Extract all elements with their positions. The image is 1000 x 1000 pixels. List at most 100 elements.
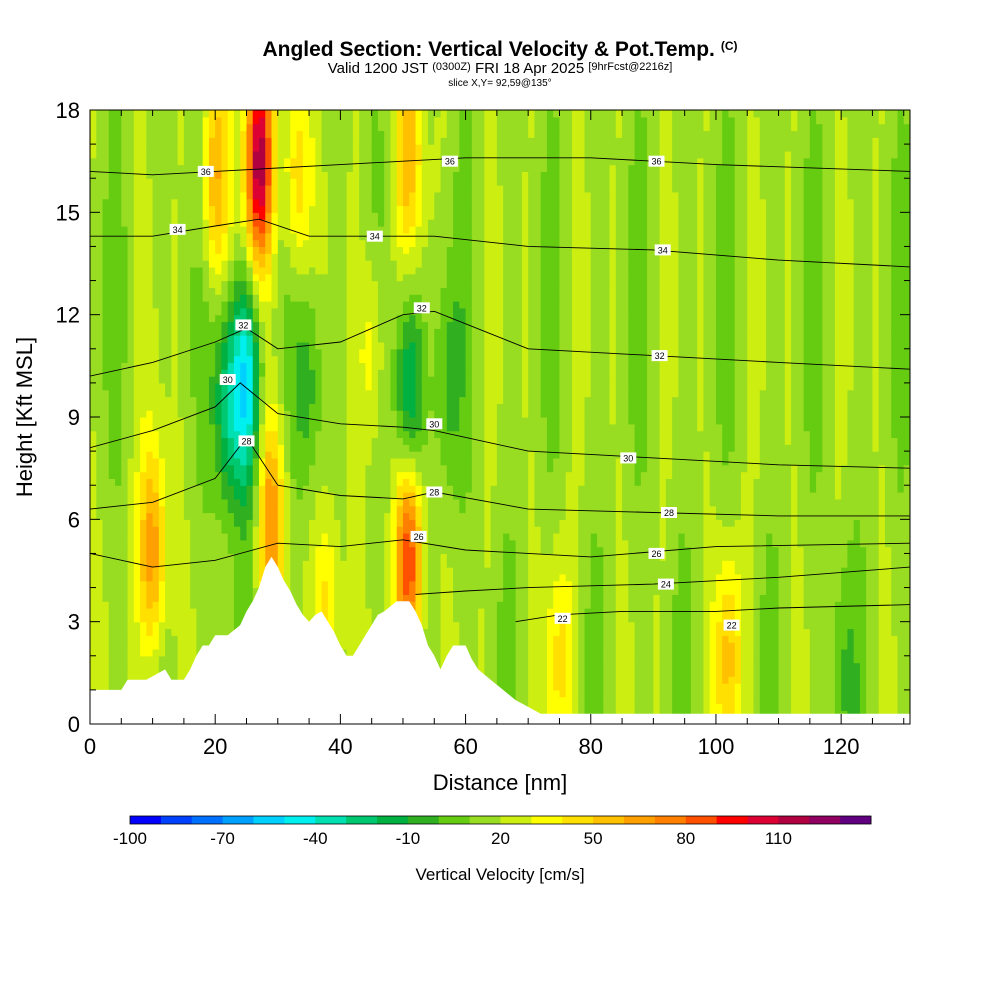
velocity-cell (277, 532, 285, 541)
velocity-cell (152, 628, 160, 636)
velocity-cell (121, 307, 129, 316)
velocity-cell (396, 539, 404, 548)
velocity-cell (202, 362, 210, 370)
velocity-cell (384, 239, 392, 248)
velocity-cell (177, 437, 185, 445)
velocity-cell (302, 294, 310, 302)
velocity-cell (346, 253, 354, 261)
velocity-cell (196, 601, 204, 609)
velocity-cell (309, 369, 316, 377)
velocity-cell (428, 594, 435, 602)
velocity-cell (327, 539, 335, 548)
velocity-cell (215, 110, 223, 118)
velocity-cell (140, 369, 147, 377)
velocity-cell (371, 594, 379, 602)
velocity-cell (202, 219, 210, 227)
velocity-cell (396, 505, 404, 514)
velocity-cell (140, 573, 147, 582)
velocity-cell (340, 123, 348, 132)
velocity-cell (183, 580, 191, 589)
velocity-cell (346, 498, 354, 507)
velocity-cell (96, 587, 104, 595)
velocity-cell (127, 164, 135, 172)
velocity-cell (171, 116, 179, 125)
velocity-cell (196, 150, 204, 159)
velocity-cell (102, 178, 110, 186)
velocity-cell (396, 171, 404, 179)
velocity-cell (152, 321, 160, 329)
velocity-cell (396, 164, 404, 172)
velocity-cell (146, 567, 154, 575)
velocity-cell (133, 648, 141, 657)
velocity-cell (208, 273, 216, 282)
velocity-cell (208, 532, 216, 541)
velocity-cell (315, 171, 323, 179)
velocity-cell (233, 608, 241, 616)
velocity-cell (421, 144, 429, 152)
velocity-cell (327, 451, 335, 459)
velocity-cell (183, 410, 191, 418)
velocity-cell (277, 123, 285, 132)
velocity-cell (146, 389, 154, 398)
velocity-cell (115, 451, 122, 459)
velocity-cell (415, 587, 423, 595)
velocity-cell (152, 573, 160, 582)
velocity-cell (415, 519, 423, 527)
velocity-cell (202, 273, 210, 282)
velocity-cell (240, 239, 248, 248)
velocity-cell (183, 301, 191, 309)
velocity-cell (396, 205, 404, 213)
velocity-cell (284, 314, 291, 323)
velocity-cell (165, 321, 172, 329)
velocity-cell (290, 430, 298, 439)
velocity-cell (177, 423, 185, 432)
velocity-cell (215, 116, 223, 125)
velocity-cell (365, 341, 373, 350)
velocity-cell (233, 123, 241, 132)
velocity-cell (428, 266, 435, 275)
velocity-cell (402, 287, 410, 295)
velocity-cell (190, 594, 198, 602)
velocity-cell (171, 444, 179, 452)
velocity-cell (327, 608, 335, 616)
velocity-cell (327, 225, 335, 234)
velocity-cell (202, 567, 210, 575)
velocity-cell (365, 423, 373, 432)
velocity-cell (327, 601, 335, 609)
velocity-cell (321, 219, 329, 227)
velocity-cell (340, 225, 348, 234)
velocity-cell (265, 328, 273, 336)
velocity-cell (221, 307, 229, 316)
velocity-cell (240, 601, 248, 609)
velocity-cell (202, 396, 210, 404)
velocity-cell (290, 116, 298, 125)
velocity-cell (246, 567, 254, 575)
velocity-cell (115, 471, 122, 479)
velocity-cell (377, 560, 385, 568)
velocity-cell (233, 116, 241, 125)
velocity-cell (302, 266, 310, 275)
velocity-cell (196, 608, 204, 616)
velocity-cell (359, 355, 367, 364)
velocity-cell (402, 560, 410, 568)
velocity-cell (384, 444, 392, 452)
velocity-cell (315, 471, 323, 479)
velocity-cell (402, 417, 410, 425)
velocity-cell (127, 655, 135, 664)
velocity-cell (434, 478, 442, 486)
velocity-cell (202, 307, 210, 316)
velocity-cell (183, 389, 191, 398)
velocity-cell (215, 389, 223, 398)
velocity-cell (409, 321, 417, 329)
velocity-cell (290, 355, 298, 364)
velocity-cell (133, 512, 141, 520)
velocity-cell (233, 594, 241, 602)
velocity-cell (196, 205, 204, 213)
velocity-cell (277, 110, 285, 118)
velocity-cell (221, 423, 229, 432)
velocity-cell (321, 471, 329, 479)
velocity-cell (415, 471, 423, 479)
velocity-cell (365, 485, 373, 493)
velocity-cell (196, 341, 204, 350)
velocity-cell (240, 157, 248, 166)
